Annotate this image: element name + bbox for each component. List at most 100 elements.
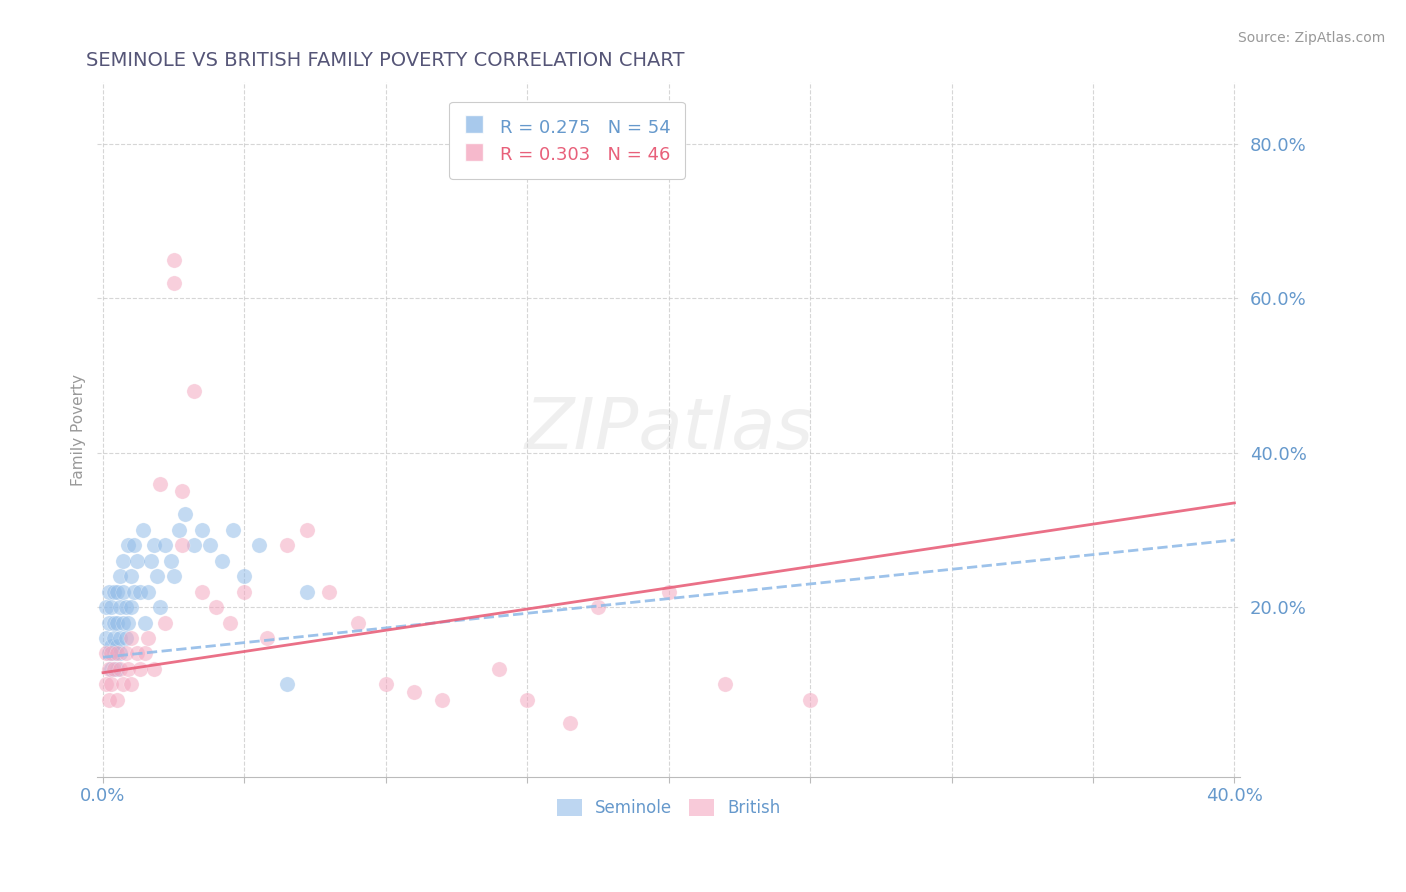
Point [122, 584, 145, 599]
Point [103, 584, 125, 599]
Point [120, 677, 142, 691]
Point [97, 692, 120, 706]
Point [295, 523, 318, 537]
Point [404, 685, 426, 699]
Point [148, 476, 170, 491]
Point [100, 677, 122, 691]
Point [148, 600, 170, 615]
Point [105, 692, 128, 706]
Point [155, 538, 177, 552]
Point [114, 647, 136, 661]
Point [94, 647, 117, 661]
Point [516, 692, 538, 706]
Point [128, 584, 150, 599]
Point [103, 631, 125, 645]
Point [100, 639, 122, 653]
Point [114, 631, 136, 645]
Point [108, 647, 131, 661]
Point [117, 615, 139, 630]
Point [295, 584, 318, 599]
Point [183, 384, 205, 398]
Point [658, 584, 681, 599]
Text: Source: ZipAtlas.com: Source: ZipAtlas.com [1237, 31, 1385, 45]
Point [94, 631, 117, 645]
Point [125, 554, 148, 568]
Text: ZIPatlas: ZIPatlas [524, 395, 813, 464]
Point [134, 647, 156, 661]
Point [276, 538, 298, 552]
Point [318, 584, 340, 599]
Point [163, 569, 186, 583]
Point [256, 631, 278, 645]
Point [205, 600, 228, 615]
Point [374, 677, 396, 691]
Point [131, 523, 153, 537]
Point [100, 600, 122, 615]
Point [714, 677, 737, 691]
Point [120, 600, 142, 615]
Point [142, 538, 165, 552]
Point [105, 584, 128, 599]
Point [233, 569, 256, 583]
Point [586, 600, 609, 615]
Point [100, 647, 122, 661]
Point [233, 584, 256, 599]
Point [108, 631, 131, 645]
Point [163, 252, 186, 267]
Point [172, 538, 194, 552]
Point [183, 538, 205, 552]
Point [100, 662, 122, 676]
Point [111, 615, 134, 630]
Point [134, 615, 156, 630]
Point [120, 631, 142, 645]
Point [117, 662, 139, 676]
Point [799, 692, 821, 706]
Point [122, 538, 145, 552]
Point [163, 276, 186, 290]
Point [128, 662, 150, 676]
Point [211, 554, 233, 568]
Point [108, 600, 131, 615]
Point [108, 662, 131, 676]
Point [142, 662, 165, 676]
Point [97, 662, 120, 676]
Point [172, 484, 194, 499]
Y-axis label: Family Poverty: Family Poverty [72, 374, 86, 485]
Point [432, 692, 454, 706]
Point [108, 569, 131, 583]
Point [191, 523, 214, 537]
Point [136, 584, 159, 599]
Point [111, 554, 134, 568]
Point [117, 538, 139, 552]
Point [191, 584, 214, 599]
Point [155, 615, 177, 630]
Point [105, 662, 128, 676]
Point [114, 600, 136, 615]
Point [346, 615, 368, 630]
Point [222, 523, 245, 537]
Point [105, 639, 128, 653]
Point [97, 615, 120, 630]
Point [219, 615, 242, 630]
Point [105, 615, 128, 630]
Point [200, 538, 222, 552]
Point [247, 538, 270, 552]
Point [103, 647, 125, 661]
Point [125, 647, 148, 661]
Point [120, 569, 142, 583]
Point [94, 677, 117, 691]
Point [160, 554, 183, 568]
Point [103, 615, 125, 630]
Point [94, 600, 117, 615]
Point [558, 715, 581, 730]
Point [276, 677, 298, 691]
Text: SEMINOLE VS BRITISH FAMILY POVERTY CORRELATION CHART: SEMINOLE VS BRITISH FAMILY POVERTY CORRE… [86, 51, 685, 70]
Point [174, 508, 197, 522]
Point [105, 647, 128, 661]
Point [136, 631, 159, 645]
Legend: Seminole, British: Seminole, British [550, 793, 787, 824]
Point [169, 523, 191, 537]
Point [111, 677, 134, 691]
Point [488, 662, 510, 676]
Point [139, 554, 162, 568]
